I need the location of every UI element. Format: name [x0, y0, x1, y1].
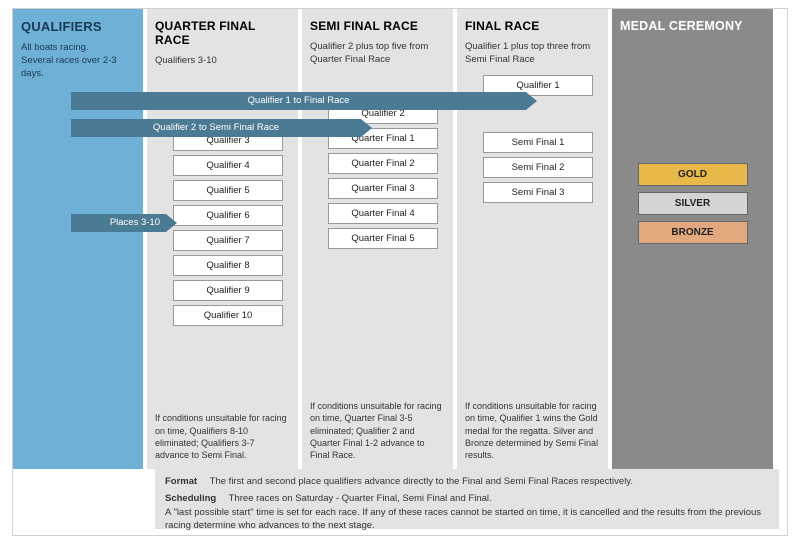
format-label: Format — [165, 476, 197, 487]
quarter-sub: Qualifiers 3-10 — [155, 55, 290, 68]
format-text: The first and second place qualifiers ad… — [210, 476, 633, 487]
box-qf: Quarter Final 5 — [328, 228, 438, 249]
col-semi: SEMI FINAL RACE Qualifier 2 plus top fiv… — [298, 9, 453, 469]
arrow-q2-to-semi: Qualifier 2 to Semi Final Race — [71, 119, 361, 137]
box-qf: Quarter Final 3 — [328, 178, 438, 199]
col-final: FINAL RACE Qualifier 1 plus top three fr… — [453, 9, 608, 469]
sched-label: Scheduling — [165, 493, 216, 504]
col-quarter: QUARTER FINAL RACE Qualifiers 3-10 Quali… — [143, 9, 298, 469]
qualifiers-title: QUALIFIERS — [21, 19, 135, 34]
arrow-q1-to-final: Qualifier 1 to Final Race — [71, 92, 526, 110]
semi-boxes: Quarter Final 1 Quarter Final 2 Quarter … — [328, 128, 445, 249]
box-sf: Semi Final 1 — [483, 132, 593, 153]
medal-gold: GOLD — [638, 163, 748, 186]
final-footnote: If conditions unsuitable for racing on t… — [465, 400, 600, 461]
semi-title: SEMI FINAL RACE — [310, 19, 445, 33]
semi-footnote: If conditions unsuitable for racing on t… — [310, 400, 445, 461]
box-sf: Semi Final 2 — [483, 157, 593, 178]
box-qualifier: Qualifier 10 — [173, 305, 283, 326]
box-sf: Semi Final 3 — [483, 182, 593, 203]
box-qualifier: Qualifier 7 — [173, 230, 283, 251]
final-sub: Qualifier 1 plus top three from Semi Fin… — [465, 41, 600, 67]
col-qualifiers: QUALIFIERS All boats racing. Several rac… — [13, 9, 143, 469]
sched-text2: A "last possible start" time is set for … — [165, 506, 769, 533]
semi-sub: Qualifier 2 plus top five from Quarter F… — [310, 41, 445, 67]
quarter-title: QUARTER FINAL RACE — [155, 19, 290, 47]
box-qf: Quarter Final 2 — [328, 153, 438, 174]
quarter-boxes: Qualifier 3 Qualifier 4 Qualifier 5 Qual… — [173, 130, 290, 326]
qualifiers-sub: All boats racing. Several races over 2-3… — [21, 42, 135, 80]
diagram-frame: QUALIFIERS All boats racing. Several rac… — [12, 8, 788, 536]
final-title: FINAL RACE — [465, 19, 600, 33]
quarter-footnote: If conditions unsuitable for racing on t… — [155, 412, 290, 461]
medal-boxes: GOLD SILVER BRONZE — [620, 163, 765, 244]
box-qualifier: Qualifier 4 — [173, 155, 283, 176]
box-qualifier: Qualifier 6 — [173, 205, 283, 226]
medal-bronze: BRONZE — [638, 221, 748, 244]
sched-text1: Three races on Saturday - Quarter Final,… — [229, 493, 492, 504]
arrow-places-3-10: Places 3-10 — [71, 214, 166, 232]
columns: QUALIFIERS All boats racing. Several rac… — [13, 9, 787, 469]
box-qualifier: Qualifier 9 — [173, 280, 283, 301]
box-qf: Quarter Final 4 — [328, 203, 438, 224]
box-qualifier: Qualifier 8 — [173, 255, 283, 276]
medal-title: MEDAL CEREMONY — [620, 19, 765, 33]
box-qualifier: Qualifier 5 — [173, 180, 283, 201]
medal-silver: SILVER — [638, 192, 748, 215]
col-medal: MEDAL CEREMONY GOLD SILVER BRONZE — [608, 9, 773, 469]
final-boxes: Semi Final 1 Semi Final 2 Semi Final 3 — [483, 132, 600, 203]
bottom-bar: Format The first and second place qualif… — [155, 469, 779, 529]
